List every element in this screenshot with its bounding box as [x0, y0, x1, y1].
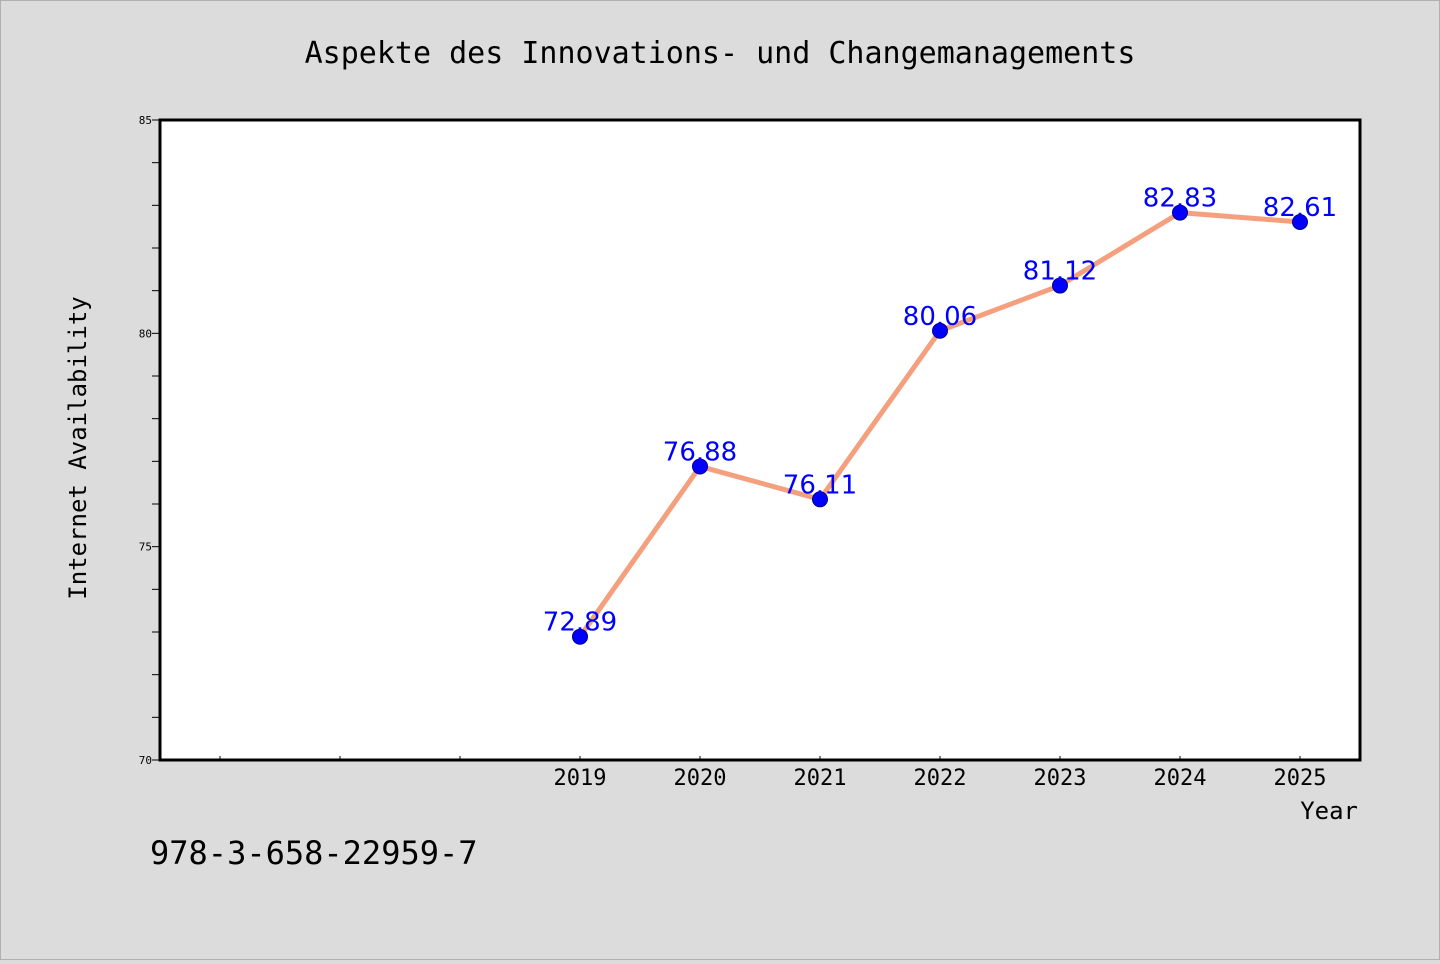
data-label: 76.88	[663, 437, 737, 467]
chart-title: Aspekte des Innovations- und Changemanag…	[305, 36, 1136, 71]
data-point	[692, 458, 708, 475]
data-label: 82.61	[1263, 193, 1337, 223]
x-tick-label: 2020	[674, 766, 727, 791]
y-tick-label: 70	[139, 754, 152, 767]
plot-frame	[158, 118, 1362, 762]
x-tick-label: 2024	[1154, 766, 1207, 791]
data-label: 81.12	[1023, 257, 1097, 287]
data-point	[1052, 277, 1068, 294]
series-layer	[572, 204, 1308, 645]
data-point	[1292, 213, 1308, 230]
x-axis-label: Year	[1300, 797, 1358, 825]
x-tick-label: 2021	[794, 766, 847, 791]
x-tick-label: 2019	[554, 766, 607, 791]
data-label: 82.83	[1143, 184, 1217, 214]
data-label: 72.89	[543, 608, 617, 638]
y-tick-label: 85	[139, 114, 152, 127]
data-point	[572, 628, 588, 645]
x-tick-label: 2022	[914, 766, 967, 791]
y-axis-label: Internet Availability	[64, 296, 92, 599]
x-tick-label: 2025	[1274, 766, 1327, 791]
y-tick-label: 75	[139, 541, 152, 554]
data-point	[1172, 204, 1188, 221]
data-label: 80.06	[903, 302, 977, 332]
x-axis: 2019 2020 2021 2022 2023 2024 2025	[219, 756, 1327, 791]
data-label: 76.11	[783, 470, 857, 500]
y-tick-label: 80	[139, 327, 152, 340]
x-tick-label: 2023	[1034, 766, 1087, 791]
data-point	[932, 322, 948, 339]
data-label-layer: 72.89 76.88 76.11 80.06 81.12 82.83 82.61	[543, 184, 1337, 638]
data-point	[812, 491, 828, 508]
isbn-text: 978-3-658-22959-7	[150, 834, 478, 872]
